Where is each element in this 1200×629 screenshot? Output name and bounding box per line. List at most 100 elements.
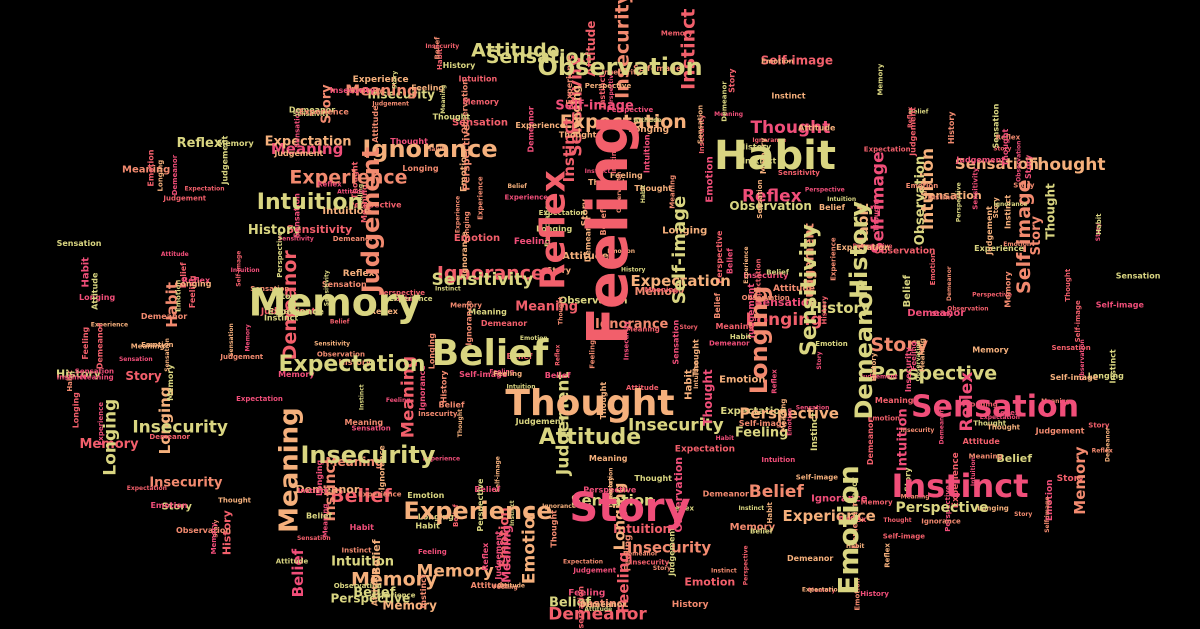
word-small: Expectation (720, 406, 787, 417)
word-small: Insecurity (627, 539, 712, 557)
word-large: Habit (714, 133, 836, 179)
word-tiny: Memory (463, 97, 500, 106)
word-tiny: Expectation (836, 243, 890, 252)
word-tiny: History (870, 352, 878, 381)
word-tiny: Observation (176, 526, 231, 535)
word-tiny: Meaning (626, 325, 660, 333)
word-small: Belief (996, 452, 1032, 465)
word-tiny: Story (547, 266, 572, 275)
word-small: Longing (628, 125, 669, 135)
word-small: Meaning (326, 455, 384, 469)
word-small: Self-image (868, 151, 888, 253)
word-tiny: Emotion (854, 578, 862, 610)
word-tiny: Reflex (669, 505, 694, 513)
word-tiny: Habit (766, 501, 774, 523)
word-small: History (56, 368, 101, 381)
word-tiny: Thought (973, 420, 1007, 428)
word-small: Self-image (1013, 179, 1035, 294)
word-tiny: Reflex (995, 409, 1020, 417)
word-tiny: Attitude (161, 251, 189, 258)
word-tiny: Instinct (419, 574, 428, 608)
word-large: Ignorance (362, 135, 497, 163)
word-small: Demeanor (548, 604, 647, 624)
word-small: Attitude (562, 251, 609, 262)
word-small: Insecurity (612, 0, 634, 99)
word-large: Intuition (257, 190, 363, 215)
word-tiny: Insecurity (743, 271, 789, 280)
word-tiny: Belief (474, 485, 500, 494)
word-tiny: Insecurity (698, 114, 706, 154)
word-tiny: Sensation (250, 285, 289, 293)
word-small: Experience (783, 507, 876, 525)
word-small: Perspective (739, 405, 839, 423)
word-tiny: Belief (726, 248, 735, 274)
word-small: Demeanor (279, 250, 301, 361)
word-tiny: Emotion (815, 340, 847, 348)
word-tiny: Habit (730, 333, 752, 341)
word-tiny: Demeanor (333, 235, 374, 243)
word-tiny: Ignorance (921, 517, 961, 525)
word-small: Story (320, 84, 335, 124)
word-tiny: Memory (972, 346, 1009, 355)
word-tiny: Perspective (853, 243, 893, 250)
word-small: Ignorance (437, 262, 544, 284)
word-tiny: Perspective (607, 106, 654, 114)
word-tiny: Insecurity (425, 43, 459, 50)
word-tiny: Instinct (509, 500, 516, 526)
word-tiny: Perspective (379, 289, 426, 297)
word-small: Experience (268, 308, 324, 318)
word-tiny: Sensation (796, 404, 830, 411)
word-small: Sensation (571, 491, 655, 509)
word-tiny: Instinct (742, 157, 776, 166)
word-tiny: Demeanor (623, 551, 658, 558)
word-tiny: Sensation (297, 535, 331, 542)
word-tiny: Thought (634, 474, 672, 483)
word-tiny: Memory (210, 522, 218, 554)
word-small: Feeling (589, 340, 597, 369)
word-tiny: Memory (808, 587, 835, 594)
word-small: Ignorance (460, 231, 469, 277)
word-large: Instinct (891, 467, 1028, 505)
word-tiny: Experience (515, 121, 565, 130)
word-small: Sensitivity (432, 270, 534, 290)
word-tiny: Story (1024, 154, 1033, 179)
word-tiny: Demeanor (866, 419, 875, 465)
word-large: Longing (745, 286, 773, 395)
word-tiny: Intuition (506, 384, 535, 391)
word-tiny: Intuition (827, 196, 856, 203)
word-tiny: Thought (987, 424, 1021, 432)
word-small: Memory (416, 562, 493, 582)
word-tiny: Feeling (493, 584, 518, 591)
word-tiny: Sensitivity (278, 236, 314, 243)
word-small: Judgement (554, 371, 574, 476)
word-tiny: Reflex (771, 369, 779, 394)
word-tiny: Meaning (969, 452, 1003, 460)
word-small: Thought (750, 118, 830, 138)
word-tiny: Memory (166, 364, 175, 401)
word-tiny: History (443, 61, 476, 70)
word-tiny: Instinct (585, 168, 611, 175)
word-tiny: Experience (299, 107, 349, 116)
word-tiny: Longing (402, 164, 438, 173)
word-small: Story (1057, 474, 1084, 484)
word-small: Expectation (560, 111, 687, 133)
word-tiny: Meaning (131, 343, 165, 351)
word-tiny: Intuition (459, 75, 498, 84)
word-small: Intuition (918, 148, 938, 230)
word-small: Story (162, 502, 193, 513)
word-tiny: Intuition (970, 457, 977, 486)
word-small: Belief (330, 485, 392, 507)
word-large: Demeanor (850, 280, 878, 419)
word-tiny: Expectation (236, 395, 283, 403)
word-small: Instinct (581, 597, 628, 610)
word-small: Perspective (330, 592, 410, 606)
word-small: Instinct (771, 92, 805, 101)
word-tiny: Thought (599, 382, 608, 420)
word-large: Observation (537, 53, 702, 81)
word-small: Intuition (331, 555, 394, 570)
word-tiny: Thought (1064, 268, 1072, 302)
word-small: Habit (350, 523, 375, 532)
word-tiny: Self-image (236, 251, 243, 287)
word-small: Attitude (773, 284, 815, 294)
word-tiny: Experience (743, 246, 750, 283)
